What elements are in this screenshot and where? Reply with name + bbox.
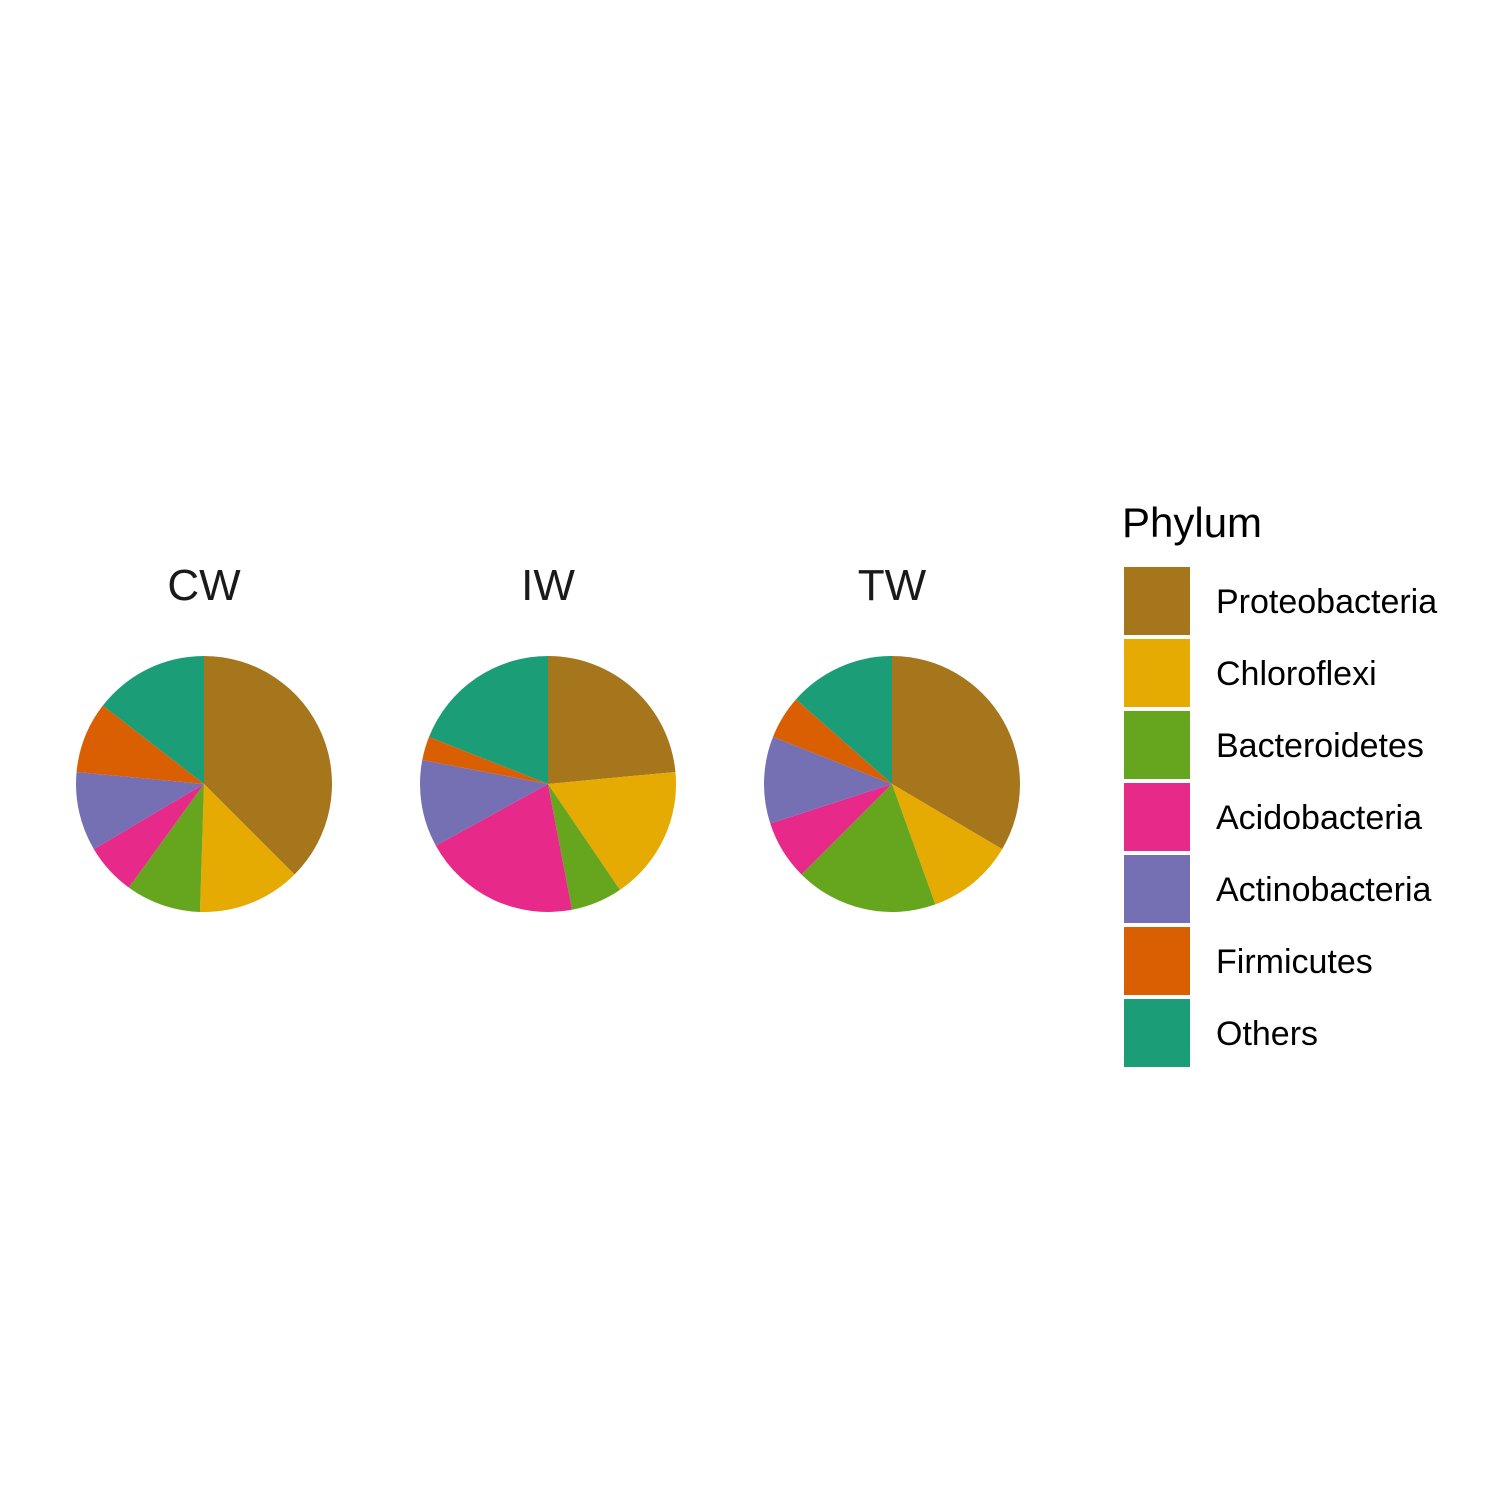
legend-label-firmicutes: Firmicutes [1216,943,1373,981]
pie-slice-tw-bacteroidetes [801,784,936,912]
legend-swatch-acidobacteria [1124,783,1190,851]
pie-slice-iw-bacteroidetes [548,784,620,910]
facet-label-tw: TW [858,561,927,610]
pie-slice-tw-others [795,656,892,784]
legend-item-actinobacteria: Actinobacteria [1124,855,1432,923]
pie-slice-cw-others [102,656,204,784]
pie-facet-cw: CW [76,561,333,913]
legend-swatch-others [1124,999,1190,1067]
pie-slice-iw-chloroflexi [548,771,676,890]
legend-item-proteobacteria: Proteobacteria [1124,567,1437,635]
legend-label-actinobacteria: Actinobacteria [1216,871,1432,909]
legend: Phylum Proteobacteria Chloroflexi Bacteroi… [1122,499,1437,1067]
legend-label-others: Others [1216,1015,1318,1053]
legend-swatch-bacteroidetes [1124,711,1190,779]
facet-label-iw: IW [521,561,575,610]
legend-swatch-proteobacteria [1124,567,1190,635]
legend-swatch-actinobacteria [1124,855,1190,923]
pie-slice-cw-firmicutes [76,705,204,784]
facet-label-cw: CW [167,561,241,610]
pie-slice-cw-actinobacteria [76,771,204,850]
pie-slice-tw-firmicutes [772,699,892,784]
pie-slice-tw-acidobacteria [770,784,892,875]
pie-facet-iw: IW [420,561,676,912]
legend-item-chloroflexi: Chloroflexi [1124,639,1377,707]
legend-label-bacteroidetes: Bacteroidetes [1216,727,1424,765]
pie-slice-tw-actinobacteria [763,736,892,824]
pie-slice-tw-proteobacteria [892,656,1020,850]
pie-slice-cw-proteobacteria [204,656,333,875]
pie-slice-cw-bacteroidetes [128,784,204,912]
pie-facet-tw: TW [763,561,1020,912]
facets-layer: CW IW TW [76,561,1020,913]
pie-slice-iw-firmicutes [422,736,548,784]
legend-label-proteobacteria: Proteobacteria [1216,583,1437,621]
pie-slice-cw-chloroflexi [199,784,295,913]
legend-label-chloroflexi: Chloroflexi [1216,655,1377,693]
legend-item-others: Others [1124,999,1318,1067]
legend-swatch-firmicutes [1124,927,1190,995]
pie-slice-cw-acidobacteria [93,784,204,888]
legend-title: Phylum [1122,499,1262,546]
legend-swatch-chloroflexi [1124,639,1190,707]
legend-label-acidobacteria: Acidobacteria [1216,799,1422,837]
legend-item-acidobacteria: Acidobacteria [1124,783,1422,851]
pie-slice-iw-actinobacteria [420,760,548,846]
legend-item-bacteroidetes: Bacteroidetes [1124,711,1424,779]
legend-item-firmicutes: Firmicutes [1124,927,1373,995]
pie-slice-iw-proteobacteria [548,656,676,784]
pie-slice-iw-others [428,656,548,784]
pie-slice-tw-chloroflexi [892,784,1003,905]
pie-slice-iw-acidobacteria [435,784,572,912]
